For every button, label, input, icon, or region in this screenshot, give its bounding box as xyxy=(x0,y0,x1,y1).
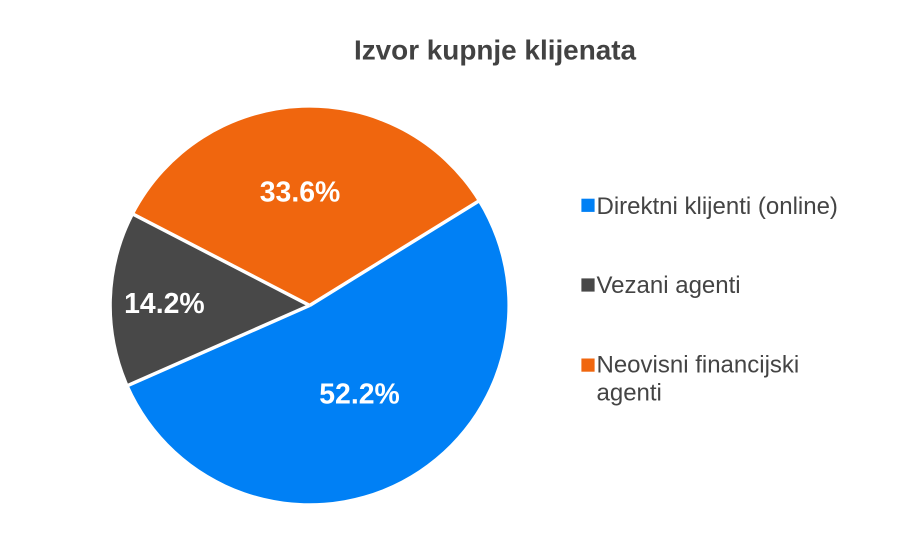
svg-text:14.2%: 14.2% xyxy=(124,288,205,320)
svg-text:Direktni klijenti (online): Direktni klijenti (online) xyxy=(597,193,838,220)
svg-text:33.6%: 33.6% xyxy=(260,176,341,208)
svg-text:Vezani agenti: Vezani agenti xyxy=(597,272,741,299)
svg-text:Neovisni financijski: Neovisni financijski xyxy=(597,351,800,378)
svg-text:agenti: agenti xyxy=(597,379,662,406)
svg-text:Izvor kupnje klijenata: Izvor kupnje klijenata xyxy=(354,35,637,66)
svg-text:52.2%: 52.2% xyxy=(319,379,400,411)
